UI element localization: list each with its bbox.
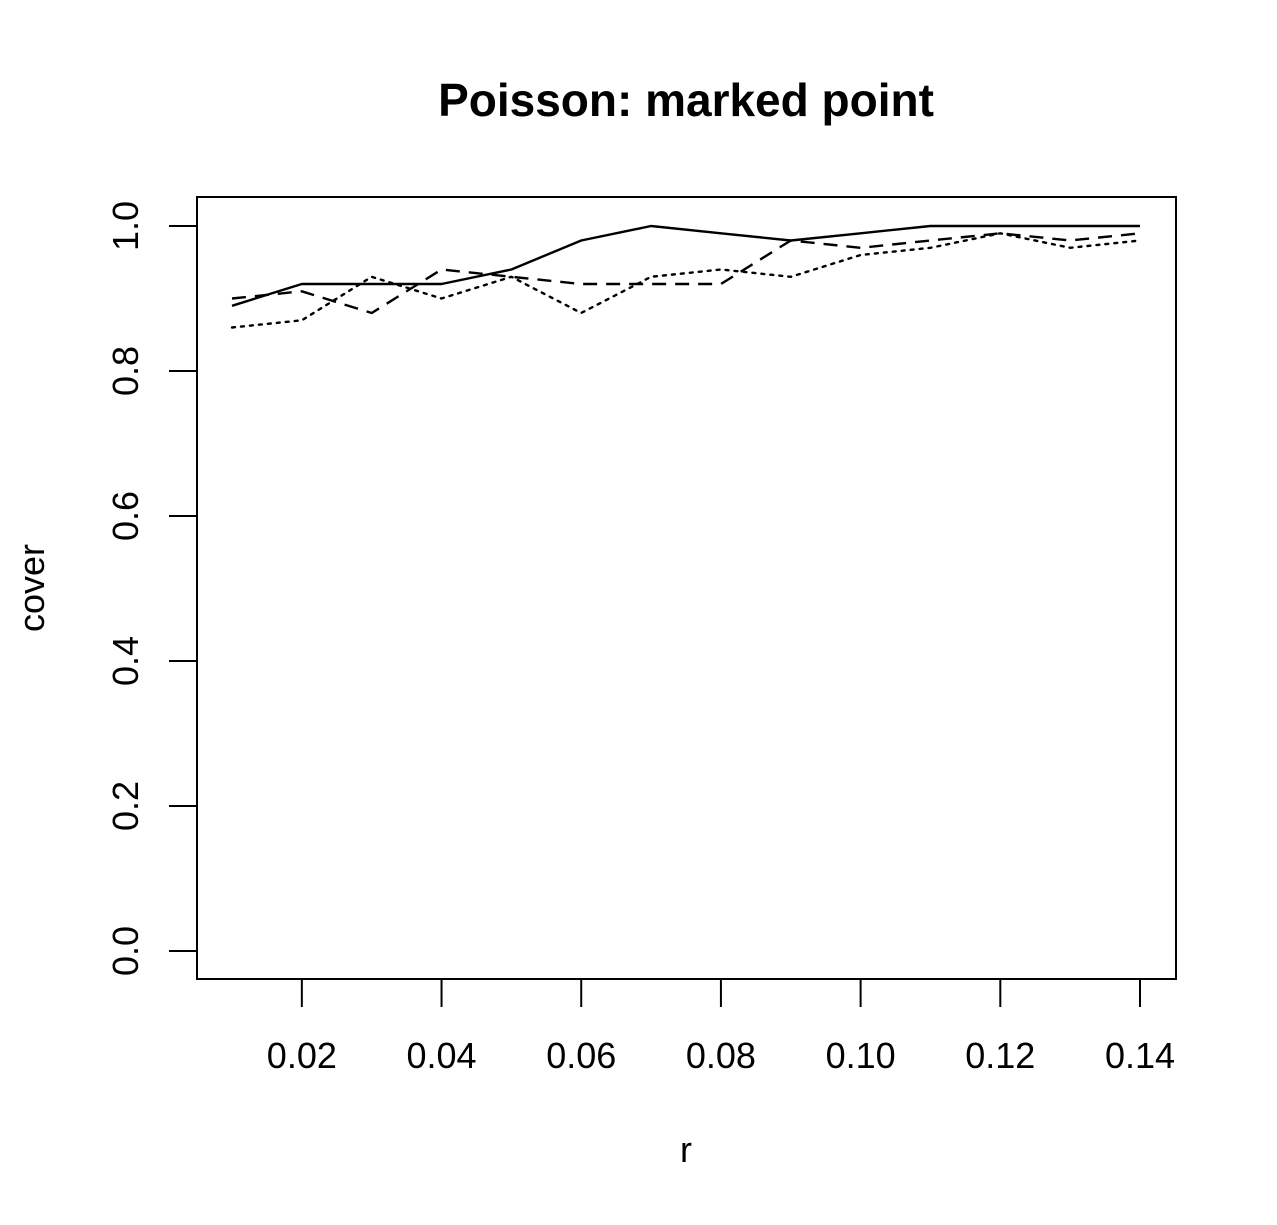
series-line-dashed [231,232,1141,315]
y-tick-label: 0.2 [105,781,146,831]
y-axis: 0.0 0.2 0.4 0.6 0.8 1.0 [105,201,198,976]
x-axis-label: r [680,1129,692,1170]
series-line-dotted [230,232,1142,329]
plot-frame [196,196,1177,980]
y-tick-label: 1.0 [105,201,146,251]
y-tick-label: 0.8 [105,346,146,396]
y-tick-label: 0.0 [105,926,146,976]
x-tick-label: 0.06 [546,1035,616,1076]
x-tick-label: 0.12 [965,1035,1035,1076]
y-tick-label: 0.6 [105,491,146,541]
x-tick-label: 0.14 [1105,1035,1175,1076]
series-line-solid [231,224,1140,307]
series-layer [230,224,1142,329]
x-tick-label: 0.02 [267,1035,337,1076]
y-tick-label: 0.4 [105,636,146,686]
x-tick-label: 0.04 [406,1035,476,1076]
x-tick-label: 0.10 [826,1035,896,1076]
x-axis: 0.02 0.04 0.06 0.08 0.10 0.12 0.14 [267,978,1175,1076]
x-tick-label: 0.08 [686,1035,756,1076]
chart-title: Poisson: marked point [438,74,934,126]
y-axis-label: cover [11,544,52,632]
